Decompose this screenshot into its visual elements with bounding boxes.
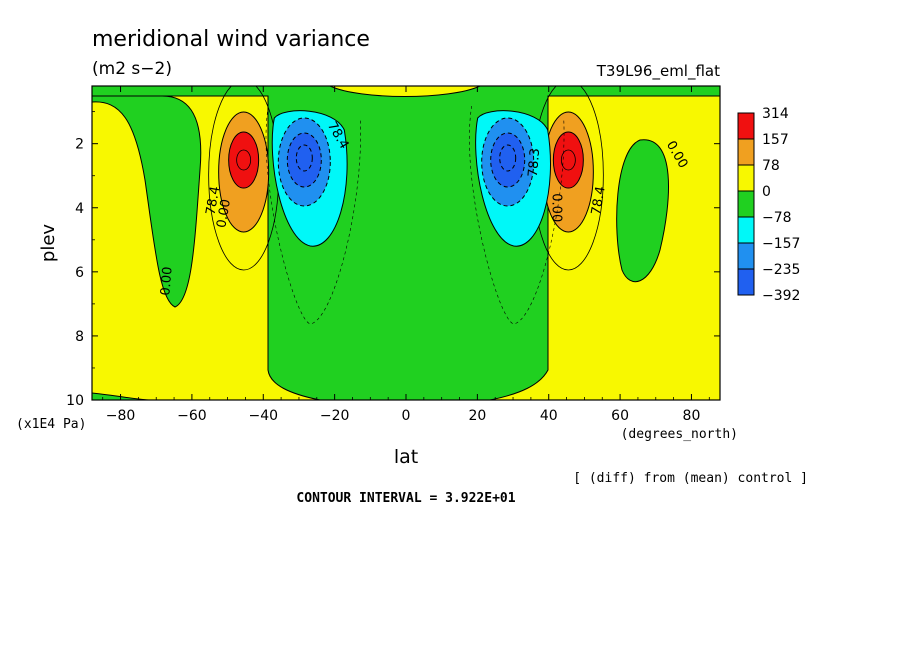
left-negative-lobe-deep-blue — [286, 132, 322, 188]
x-tick-label: −20 — [320, 408, 350, 424]
y-tick-label: 8 — [75, 329, 84, 345]
legend-label: 314 — [762, 106, 789, 122]
x-axis-units: (degrees_north) — [621, 427, 738, 442]
legend-swatch — [737, 112, 755, 140]
x-tick-label: −80 — [106, 408, 136, 424]
legend-label: 157 — [762, 132, 789, 148]
x-axis: −80 −60 −40 −20 0 20 40 60 80 — [102, 86, 710, 424]
contour-label: 0.00 — [548, 193, 563, 222]
legend-label: −392 — [762, 288, 800, 304]
legend-label: −78 — [762, 210, 792, 226]
run-label: T39L96_eml_flat — [596, 62, 720, 81]
right-jet-inner-contour — [560, 149, 576, 171]
left-negative-region — [92, 95, 202, 308]
y-axis-units: (x1E4 Pa) — [16, 417, 86, 432]
right-negative-lobe-deep-blue — [490, 132, 526, 188]
legend-swatch — [737, 138, 755, 166]
contour-field — [92, 86, 720, 400]
y-tick-label: 6 — [75, 265, 84, 281]
contour-label: 78.3 — [526, 148, 543, 178]
x-tick-label: 80 — [683, 408, 701, 424]
x-tick-label: −40 — [248, 408, 278, 424]
legend-label: 0 — [762, 184, 771, 200]
legend-label: −157 — [762, 236, 800, 252]
chart-subtitle: (m2 s−2) — [92, 59, 172, 79]
y-tick-label: 4 — [75, 201, 84, 217]
lower-left-negative-region — [92, 392, 151, 400]
left-negative-lobe-core — [295, 144, 313, 172]
x-tick-label: 0 — [402, 408, 411, 424]
legend-label: 78 — [762, 158, 780, 174]
chart-title: meridional wind variance — [92, 27, 370, 52]
diff-note: [ (diff) from (mean) control ] — [573, 471, 808, 486]
legend-swatch — [737, 164, 755, 192]
legend-swatch — [737, 190, 755, 218]
x-axis-label: lat — [394, 446, 418, 468]
legend-swatch — [737, 242, 755, 270]
legend-swatch — [737, 268, 755, 296]
x-tick-label: −60 — [177, 408, 207, 424]
top-positive-region — [329, 86, 481, 97]
right-negative-region — [616, 139, 669, 282]
y-axis: 2 4 6 8 10 — [66, 111, 720, 409]
contour-label: 0.00 — [214, 198, 234, 229]
contour-label: 0.00 — [158, 266, 175, 296]
contour-interval-label: CONTOUR INTERVAL = 3.922E+01 — [296, 491, 515, 506]
x-tick-label: 60 — [611, 408, 629, 424]
legend-label: −235 — [762, 262, 800, 278]
x-tick-label: 40 — [540, 408, 558, 424]
legend: 314 157 78 0 −78 −157 −235 −392 — [737, 106, 800, 304]
x-tick-label: 20 — [468, 408, 486, 424]
right-negative-lobe-core — [499, 144, 517, 172]
y-axis-label: plev — [38, 224, 59, 263]
central-negative-region — [92, 86, 720, 400]
right-negative-lobe-outer-contour — [469, 105, 565, 325]
left-jet-inner-contour — [236, 149, 252, 171]
y-tick-label: 10 — [66, 393, 84, 409]
left-jet-red — [228, 131, 260, 189]
right-jet-red — [552, 131, 584, 189]
contour-label: 78.4 — [204, 185, 224, 216]
legend-swatch — [737, 216, 755, 244]
left-negative-lobe-outer-contour — [265, 105, 361, 325]
y-tick-label: 2 — [75, 137, 84, 153]
contour-label: 78.4 — [589, 185, 609, 216]
